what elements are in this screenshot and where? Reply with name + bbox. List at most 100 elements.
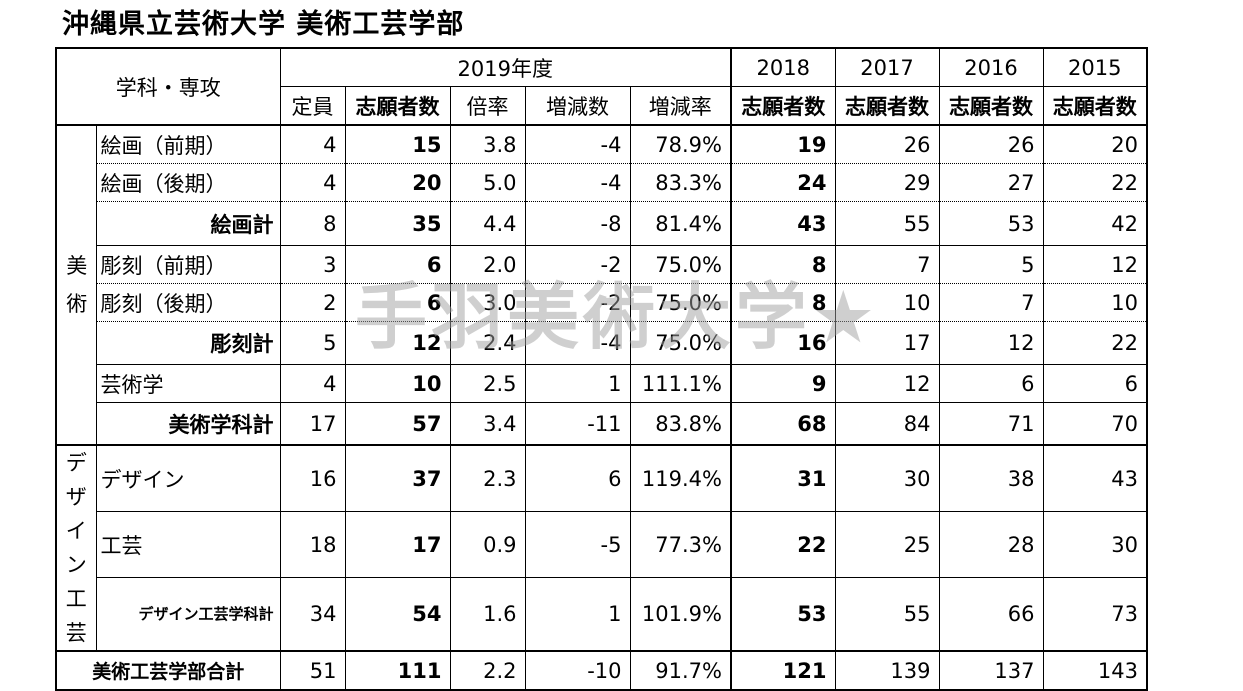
applicants-2015-cell: 10: [1042, 283, 1148, 322]
capacity-cell: 51: [279, 651, 346, 690]
applicant-stats-table: 学科・専攻 2019年度 2018 2017 2016 2015 定員 志願者数…: [55, 47, 1148, 691]
year-2019-header: 2019年度: [279, 48, 732, 87]
applicants-2018-cell: 19: [730, 125, 836, 164]
applicants-cell: 10: [344, 364, 451, 403]
dept-name: 彫刻（後期）: [95, 283, 281, 322]
applicants-2018-cell: 9: [730, 364, 836, 403]
applicants-2016-cell: 5: [938, 245, 1044, 284]
applicants-2017-cell: 10: [834, 283, 940, 322]
capacity-cell: 4: [279, 125, 346, 164]
ratio-cell: 2.0: [449, 245, 526, 284]
applicants-2016-cell: 28: [938, 511, 1044, 578]
dept-column-header: 学科・専攻: [55, 48, 281, 126]
applicants-2018-cell: 24: [730, 163, 836, 202]
year-2015-header: 2015: [1042, 48, 1148, 87]
change-rate-header: 増減率: [629, 86, 732, 126]
change-cell: -5: [524, 511, 631, 578]
applicants-cell: 57: [344, 402, 451, 446]
change-cell: 6: [524, 445, 631, 513]
change-rate-cell: 101.9%: [629, 577, 732, 652]
applicants-cell: 35: [344, 201, 451, 246]
group-label-design: デザイン工芸: [55, 445, 97, 652]
table-row: 絵画（後期） 4 20 5.0 -4 83.3% 24 29 27 22: [56, 163, 1148, 202]
change-cell: -4: [524, 321, 631, 365]
ratio-cell: 3.8: [449, 125, 526, 164]
change-rate-cell: 81.4%: [629, 201, 732, 246]
applicants-2016-cell: 12: [938, 321, 1044, 365]
table-row-subtotal: 絵画計 8 35 4.4 -8 81.4% 43 55 53 42: [56, 201, 1148, 246]
ratio-cell: 3.4: [449, 402, 526, 446]
change-rate-cell: 75.0%: [629, 245, 732, 284]
dept-name: 美術学科計: [95, 402, 281, 446]
applicants-2017-cell: 84: [834, 402, 940, 446]
capacity-cell: 8: [279, 201, 346, 246]
applicants-cell: 111: [344, 651, 451, 690]
capacity-cell: 17: [279, 402, 346, 446]
change-rate-cell: 111.1%: [629, 364, 732, 403]
applicants-2018-cell: 8: [730, 245, 836, 284]
applicants-2017-cell: 17: [834, 321, 940, 365]
applicants-2016-cell: 27: [938, 163, 1044, 202]
applicants-header: 志願者数: [344, 86, 451, 126]
ratio-cell: 2.4: [449, 321, 526, 365]
change-cell: -4: [524, 163, 631, 202]
applicants-2018-cell: 68: [730, 402, 836, 446]
applicants-2017-cell: 25: [834, 511, 940, 578]
applicants-2017-cell: 55: [834, 577, 940, 652]
dept-name: 絵画（前期）: [95, 125, 281, 164]
ratio-cell: 0.9: [449, 511, 526, 578]
applicants-2016-cell: 7: [938, 283, 1044, 322]
applicants-2018-cell: 53: [730, 577, 836, 652]
table-row-subtotal: 美術学科計 17 57 3.4 -11 83.8% 68 84 71 70: [56, 402, 1148, 446]
ratio-cell: 3.0: [449, 283, 526, 322]
applicants-2017-cell: 7: [834, 245, 940, 284]
applicants-cell: 15: [344, 125, 451, 164]
change-rate-cell: 119.4%: [629, 445, 732, 513]
change-header: 増減数: [524, 86, 631, 126]
capacity-cell: 4: [279, 163, 346, 202]
applicants-2018-cell: 43: [730, 201, 836, 246]
applicants-2018-cell: 121: [730, 651, 836, 690]
applicants-2016-cell: 26: [938, 125, 1044, 164]
capacity-cell: 2: [279, 283, 346, 322]
applicants-2018-cell: 16: [730, 321, 836, 365]
change-cell: -10: [524, 651, 631, 690]
table-row: 芸術学 4 10 2.5 1 111.1% 9 12 6 6: [56, 364, 1148, 403]
capacity-cell: 4: [279, 364, 346, 403]
applicants-2016-cell: 53: [938, 201, 1044, 246]
applicants-cell: 12: [344, 321, 451, 365]
dept-name: デザイン工芸学科計: [95, 577, 281, 652]
table-row-subtotal: デザイン工芸学科計 34 54 1.6 1 101.9% 53 55 66 73: [56, 577, 1148, 652]
dept-name: 彫刻計: [95, 321, 281, 365]
applicants-2015-cell: 20: [1042, 125, 1148, 164]
table-row: 工芸 18 17 0.9 -5 77.3% 22 25 28 30: [56, 511, 1148, 578]
applicants-2015-cell: 43: [1042, 445, 1148, 513]
change-cell: 1: [524, 364, 631, 403]
year-2016-header: 2016: [938, 48, 1044, 87]
change-rate-cell: 83.8%: [629, 402, 732, 446]
dept-name: 絵画（後期）: [95, 163, 281, 202]
applicants-2017-cell: 30: [834, 445, 940, 513]
table-row: 彫刻（前期） 3 6 2.0 -2 75.0% 8 7 5 12: [56, 245, 1148, 284]
capacity-cell: 5: [279, 321, 346, 365]
change-rate-cell: 75.0%: [629, 321, 732, 365]
applicants-cell: 17: [344, 511, 451, 578]
applicants-2015-cell: 143: [1042, 651, 1148, 690]
year-2018-header: 2018: [730, 48, 836, 87]
table-row-subtotal: 彫刻計 5 12 2.4 -4 75.0% 16 17 12 22: [56, 321, 1148, 365]
table-row: 彫刻（後期） 2 6 3.0 -2 75.0% 8 10 7 10: [56, 283, 1148, 322]
change-cell: -4: [524, 125, 631, 164]
table-row-total: 美術工芸学部合計 51 111 2.2 -10 91.7% 121 139 13…: [55, 651, 1148, 690]
applicants-2015-cell: 22: [1042, 163, 1148, 202]
dept-name: 芸術学: [95, 364, 281, 403]
change-rate-cell: 91.7%: [629, 651, 732, 690]
capacity-cell: 18: [279, 511, 346, 578]
applicants-2016-cell: 6: [938, 364, 1044, 403]
applicants-2015-cell: 22: [1042, 321, 1148, 365]
applicants-2017-header: 志願者数: [834, 86, 940, 126]
applicants-2017-cell: 29: [834, 163, 940, 202]
applicants-2018-cell: 8: [730, 283, 836, 322]
change-cell: -2: [524, 245, 631, 284]
total-label: 美術工芸学部合計: [55, 651, 281, 690]
applicants-2015-cell: 6: [1042, 364, 1148, 403]
